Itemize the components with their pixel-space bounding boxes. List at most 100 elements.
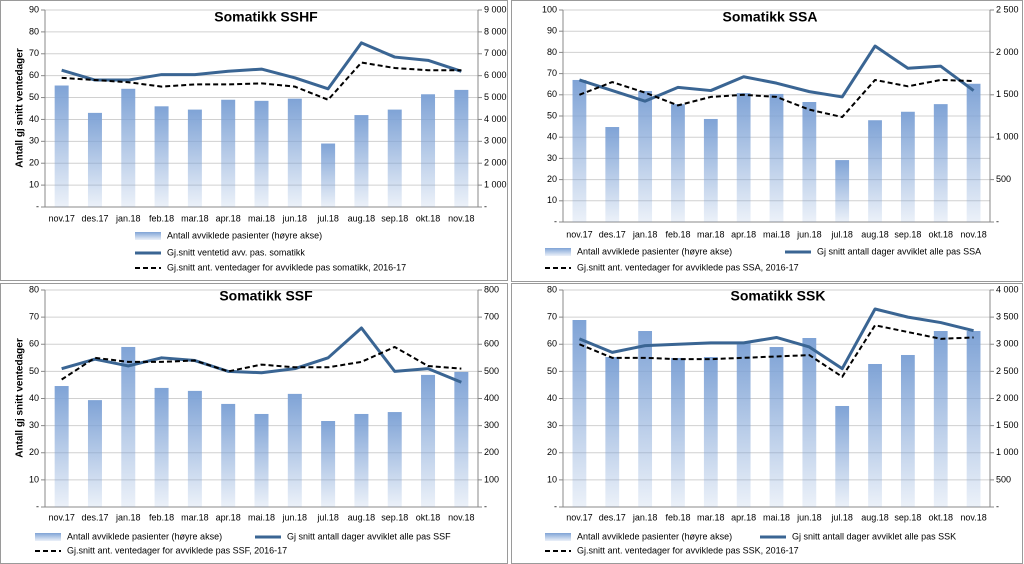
y2-tick-label: 2 500 xyxy=(996,4,1019,14)
x-tick-label: jan.18 xyxy=(632,229,658,239)
legend-swatch xyxy=(545,248,571,256)
bar xyxy=(572,79,587,223)
legend-swatch xyxy=(135,232,161,240)
bar xyxy=(454,89,469,207)
x-tick-label: sep.18 xyxy=(381,512,408,522)
bar xyxy=(900,354,915,507)
bar xyxy=(671,357,685,507)
bar xyxy=(87,400,102,507)
bar xyxy=(933,331,948,507)
y2-tick-label: 6 000 xyxy=(484,70,507,80)
y-tick-label: 40 xyxy=(547,132,557,142)
y-tick-label: 30 xyxy=(547,153,557,163)
x-tick-label: sep.18 xyxy=(894,512,921,522)
x-tick-label: mai.18 xyxy=(248,213,275,223)
bar xyxy=(354,115,369,207)
dashed-line xyxy=(579,324,974,378)
x-tick-label: jan.18 xyxy=(115,512,141,522)
x-tick-label: aug.18 xyxy=(861,512,889,522)
bar xyxy=(387,109,402,207)
x-tick-label: nov.17 xyxy=(48,213,74,223)
x-tick-label: apr.18 xyxy=(216,213,241,223)
x-tick-label: aug.18 xyxy=(348,512,376,522)
y-tick-label: 50 xyxy=(29,366,39,376)
bar xyxy=(221,403,236,507)
y-tick-label: 50 xyxy=(29,92,39,102)
legend-swatch xyxy=(545,533,571,541)
x-tick-label: feb.18 xyxy=(149,512,174,522)
legend-label: Antall avviklede pasienter (høyre akse) xyxy=(577,246,732,256)
y2-tick-label: 3 500 xyxy=(996,312,1019,322)
y2-tick-label: 2 000 xyxy=(996,393,1019,403)
x-tick-label: mai.18 xyxy=(763,229,790,239)
y-tick-label: 60 xyxy=(547,89,557,99)
y-tick-label: 90 xyxy=(547,26,557,36)
y2-tick-label: 1 000 xyxy=(996,447,1019,457)
chart-title: Somatikk SSK xyxy=(731,288,826,304)
x-tick-label: jun.18 xyxy=(282,213,308,223)
y-tick-label: 50 xyxy=(547,366,557,376)
bar xyxy=(254,100,269,207)
y-tick-label: 60 xyxy=(29,339,39,349)
x-tick-label: okt.18 xyxy=(416,213,441,223)
y2-tick-label: 600 xyxy=(484,339,499,349)
x-tick-label: nov.18 xyxy=(448,213,474,223)
x-tick-label: jan.18 xyxy=(632,512,658,522)
x-tick-label: des.17 xyxy=(81,213,108,223)
chart-title: Somatikk SSHF xyxy=(214,9,318,25)
legend-label: Gj.snitt ventetid avv. pas. somatikk xyxy=(167,247,305,257)
y-axis-title: Antall gj snitt ventedager xyxy=(15,338,26,458)
legend-swatch xyxy=(35,533,61,541)
bar xyxy=(87,112,102,207)
bar xyxy=(638,90,653,222)
y2-tick-label: 2 000 xyxy=(484,158,507,168)
y-tick-label: 10 xyxy=(547,474,557,484)
y-tick-label: 40 xyxy=(547,393,557,403)
x-tick-label: sep.18 xyxy=(894,229,921,239)
bar xyxy=(703,356,718,507)
y-tick-label: 10 xyxy=(29,179,39,189)
y2-tick-label: 500 xyxy=(484,366,499,376)
y-tick-label: - xyxy=(36,201,39,211)
y2-tick-label: - xyxy=(484,501,487,511)
y-tick-label: 80 xyxy=(29,284,39,294)
x-tick-label: jul.18 xyxy=(316,213,339,223)
bar xyxy=(868,120,882,222)
y2-tick-label: 1 000 xyxy=(996,132,1019,142)
x-tick-label: aug.18 xyxy=(348,213,376,223)
y-tick-label: 50 xyxy=(547,110,557,120)
y2-tick-label: 2 000 xyxy=(996,47,1019,57)
dashed-line xyxy=(579,78,974,119)
y2-tick-label: 100 xyxy=(484,474,499,484)
y2-tick-label: 400 xyxy=(484,393,499,403)
y2-tick-label: 500 xyxy=(996,474,1011,484)
y2-tick-label: 4 000 xyxy=(996,284,1019,294)
x-tick-label: mar.18 xyxy=(181,512,209,522)
x-tick-label: apr.18 xyxy=(216,512,241,522)
x-tick-label: feb.18 xyxy=(665,229,690,239)
y2-tick-label: 1 500 xyxy=(996,420,1019,430)
y-tick-label: 20 xyxy=(29,447,39,457)
legend-label: Gj snitt antall dager avviklet alle pas … xyxy=(817,246,981,256)
y-tick-label: 80 xyxy=(547,47,557,57)
y-tick-label: 20 xyxy=(29,158,39,168)
bar xyxy=(703,118,718,222)
x-tick-label: des.17 xyxy=(599,512,626,522)
bar xyxy=(187,390,202,507)
bar xyxy=(802,102,817,222)
x-tick-label: mar.18 xyxy=(181,213,209,223)
y2-tick-label: 800 xyxy=(484,284,499,294)
bar xyxy=(387,412,402,507)
y-tick-label: 30 xyxy=(547,420,557,430)
x-tick-label: feb.18 xyxy=(149,213,174,223)
y2-tick-label: 1 500 xyxy=(996,89,1019,99)
x-tick-label: aug.18 xyxy=(861,229,889,239)
x-tick-label: des.17 xyxy=(599,229,626,239)
line xyxy=(61,41,462,91)
y-tick-label: 40 xyxy=(29,393,39,403)
y-tick-label: 10 xyxy=(547,195,557,205)
bar xyxy=(835,160,850,222)
x-tick-label: jun.18 xyxy=(796,229,822,239)
y2-tick-label: - xyxy=(484,201,487,211)
